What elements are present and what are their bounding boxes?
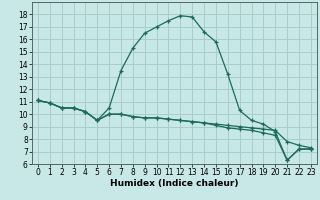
X-axis label: Humidex (Indice chaleur): Humidex (Indice chaleur) [110,179,239,188]
